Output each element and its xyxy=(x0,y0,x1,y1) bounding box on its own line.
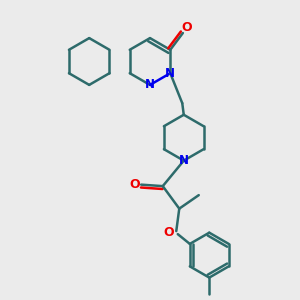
Text: O: O xyxy=(164,226,174,239)
Text: O: O xyxy=(182,21,192,34)
Text: N: N xyxy=(179,154,189,167)
Text: O: O xyxy=(129,178,140,191)
Text: N: N xyxy=(165,67,175,80)
Text: N: N xyxy=(145,78,155,92)
